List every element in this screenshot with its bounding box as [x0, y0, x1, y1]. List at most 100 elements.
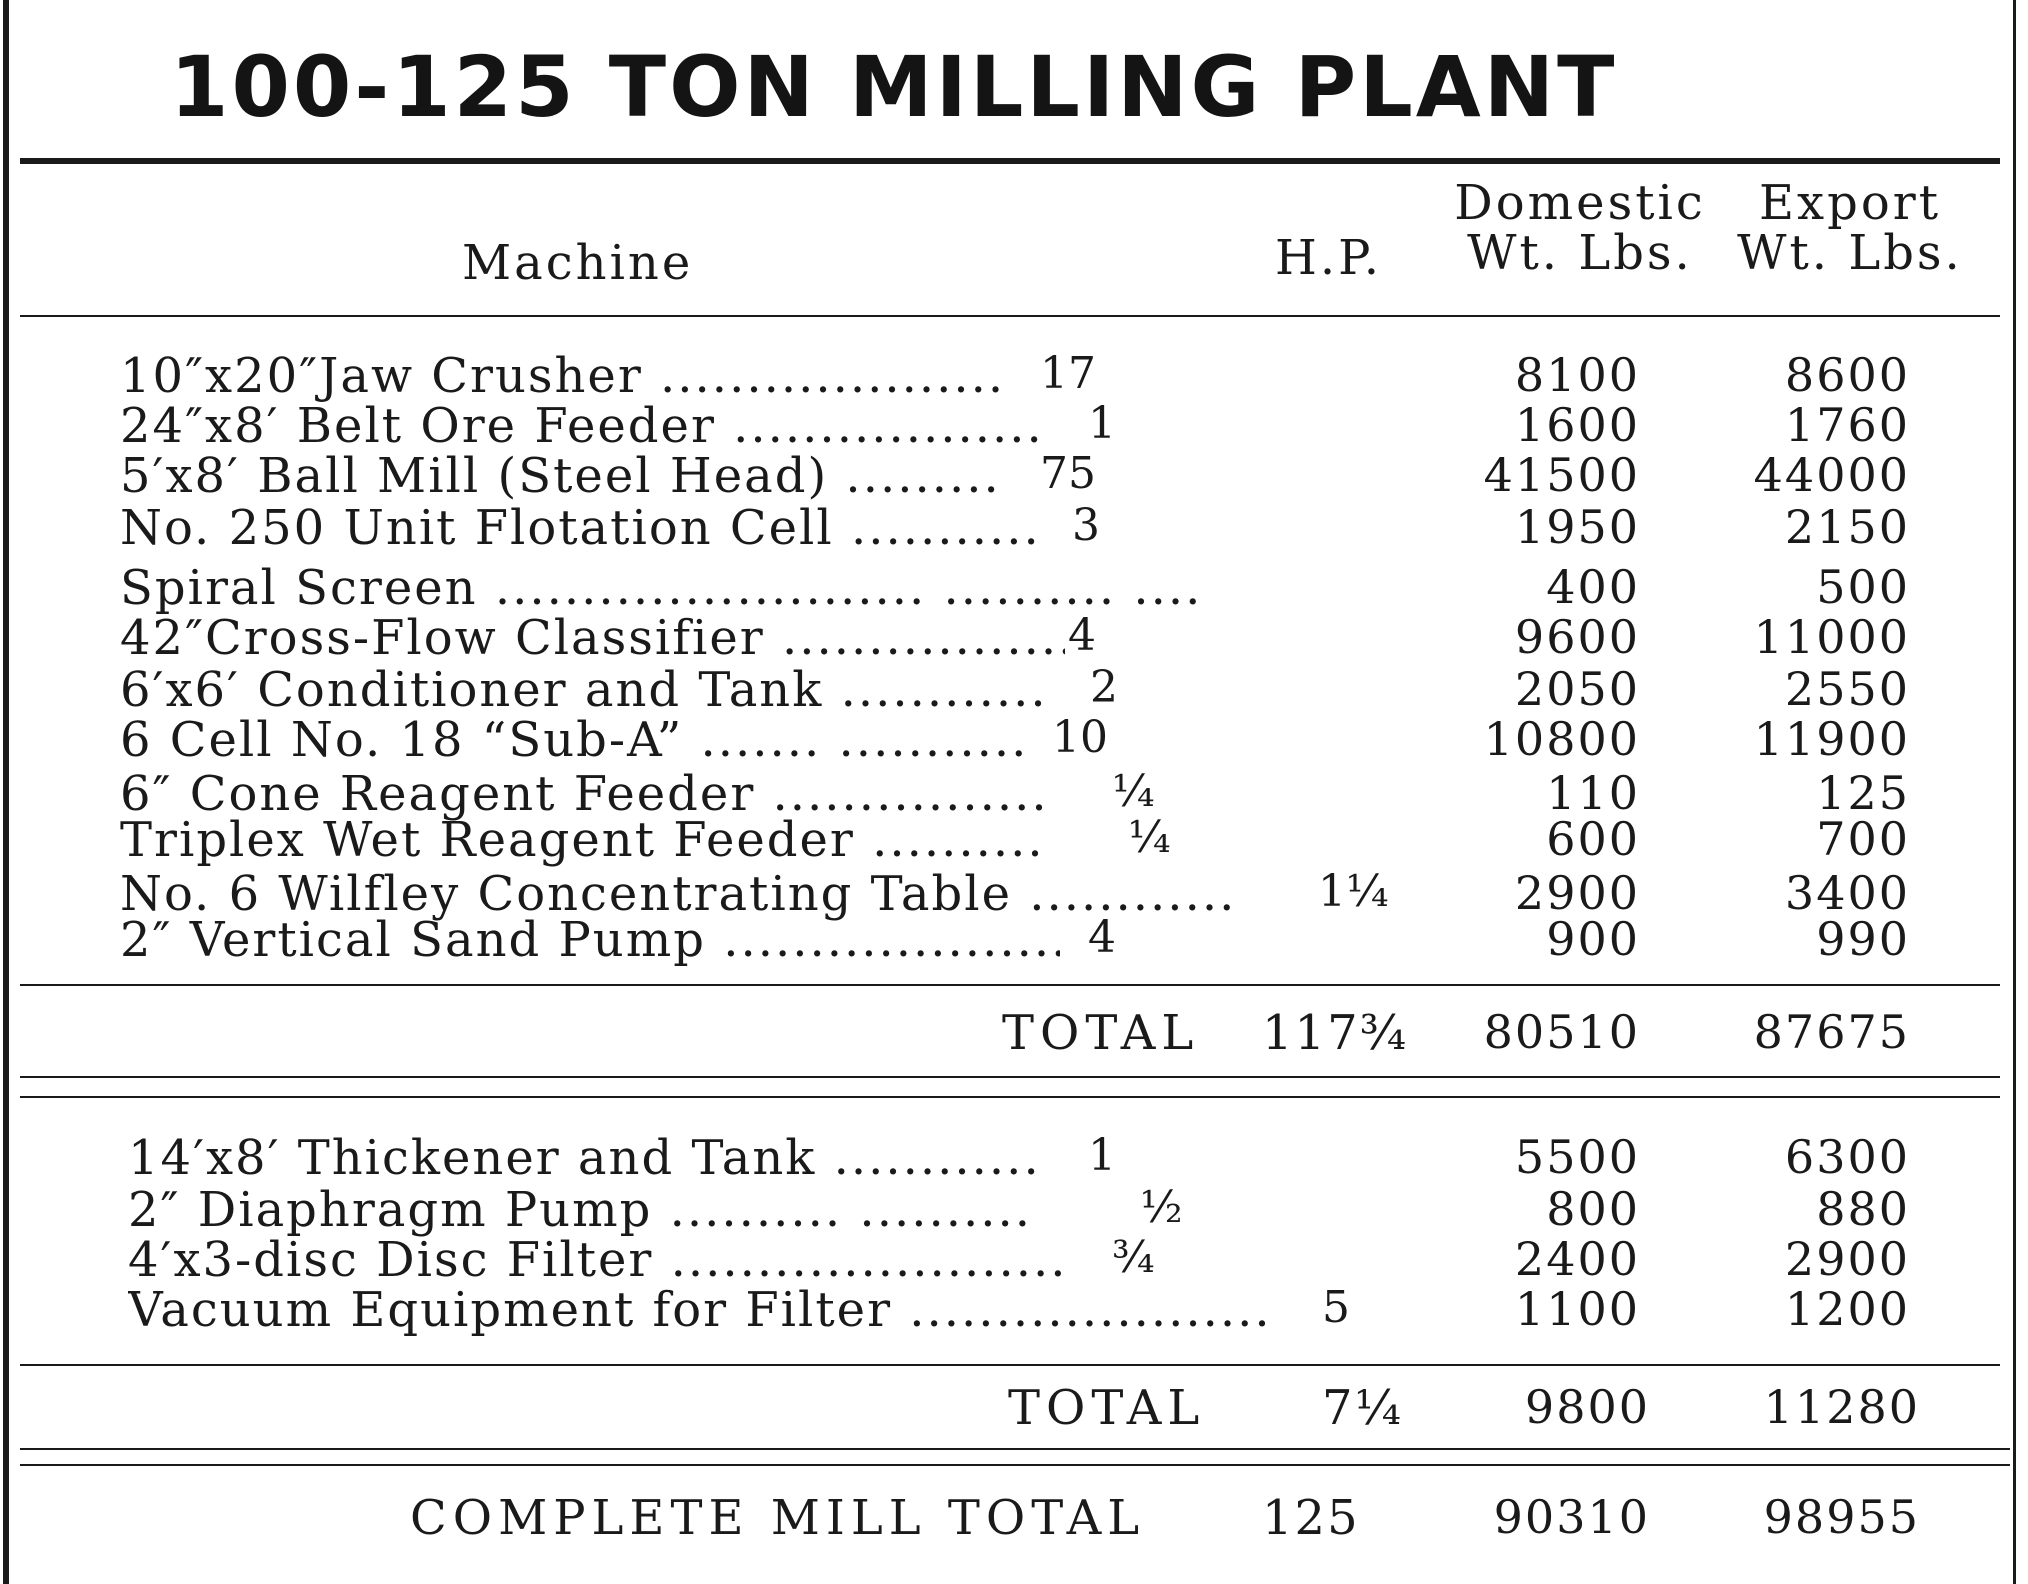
- domestic-weight: 2900: [1514, 866, 1640, 920]
- section-1-total-rule-bottom: [20, 1076, 2000, 1078]
- table-row: 5′x8′ Ball Mill (Steel Head) ......... 7…: [0, 448, 2028, 504]
- machine-hp: ¼: [1128, 812, 1171, 863]
- machine-name: 6″ Cone Reagent Feeder ................: [120, 766, 1049, 822]
- section-1-total-label: TOTAL: [1002, 1005, 1200, 1061]
- machine-name: 14′x8′ Thickener and Tank ............: [128, 1130, 1041, 1186]
- section-1-total-rule-top: [20, 984, 2000, 986]
- export-weight: 500: [1816, 560, 1910, 614]
- machine-name: Vacuum Equipment for Filter ............…: [128, 1282, 1272, 1338]
- page-right-border: [2013, 0, 2016, 1584]
- export-weight: 700: [1816, 812, 1910, 866]
- domestic-weight: 110: [1546, 766, 1640, 820]
- export-weight: 1760: [1784, 398, 1910, 452]
- table-row: Vacuum Equipment for Filter ............…: [0, 1282, 2028, 1338]
- export-weight: 1200: [1784, 1282, 1910, 1336]
- section-1-total-domestic: 80510: [1483, 1005, 1640, 1059]
- table-row: 6 Cell No. 18 “Sub-A” ....... ..........…: [0, 712, 2028, 768]
- domestic-weight: 8100: [1514, 348, 1640, 402]
- table-row: 6′x6′ Conditioner and Tank ............ …: [0, 662, 2028, 718]
- table-row: 6″ Cone Reagent Feeder ................ …: [0, 766, 2028, 822]
- page-left-border: [3, 0, 9, 1584]
- machine-hp: ¾: [1112, 1232, 1155, 1283]
- machine-hp: 4: [1068, 610, 1096, 661]
- domestic-weight: 41500: [1483, 448, 1640, 502]
- machine-name: 6 Cell No. 18 “Sub-A” ....... ..........…: [120, 712, 1029, 768]
- machine-name: 4′x3-disc Disc Filter ..................…: [128, 1232, 1068, 1288]
- export-weight: 6300: [1784, 1130, 1910, 1184]
- section-2-rule-top: [20, 1096, 2000, 1098]
- domestic-weight: 10800: [1483, 712, 1640, 766]
- table-row: No. 6 Wilfley Concentrating Table ......…: [0, 866, 2028, 922]
- grand-total-rule-1: [20, 1448, 2010, 1450]
- header-rule: [20, 315, 2000, 317]
- machine-hp: 3: [1072, 500, 1100, 551]
- grand-total-export: 98955: [1763, 1490, 1920, 1544]
- header-domestic-line2: Wt. Lbs.: [1467, 225, 1693, 281]
- export-weight: 880: [1816, 1182, 1910, 1236]
- machine-hp: 5: [1322, 1282, 1350, 1333]
- domestic-weight: 2400: [1514, 1232, 1640, 1286]
- table-row: Triplex Wet Reagent Feeder .......... ¼ …: [0, 812, 2028, 868]
- table-row: 42″Cross-Flow Classifier ...............…: [0, 610, 2028, 666]
- domestic-weight: 5500: [1514, 1130, 1640, 1184]
- machine-hp: 1: [1088, 1130, 1116, 1181]
- header-export-line1: Export: [1759, 175, 1941, 231]
- machine-name: 6′x6′ Conditioner and Tank ............: [120, 662, 1048, 718]
- export-weight: 125: [1816, 766, 1910, 820]
- machine-name: 42″Cross-Flow Classifier ...............…: [120, 610, 1065, 666]
- machine-name: No. 6 Wilfley Concentrating Table ......…: [120, 866, 1237, 922]
- domestic-weight: 400: [1546, 560, 1640, 614]
- table-row: 10″x20″Jaw Crusher .................... …: [0, 348, 2028, 404]
- header-domestic-line1: Domestic: [1454, 175, 1706, 231]
- export-weight: 3400: [1784, 866, 1910, 920]
- table-row: Spiral Screen ......................... …: [0, 560, 2028, 616]
- machine-name: 2″ Vertical Sand Pump ..................…: [120, 912, 1060, 968]
- domestic-weight: 900: [1546, 912, 1640, 966]
- domestic-weight: 800: [1546, 1182, 1640, 1236]
- grand-total-hp: 125: [1262, 1490, 1360, 1546]
- section-2-total-domestic: 9800: [1524, 1380, 1650, 1434]
- header-hp: H.P.: [1275, 230, 1382, 286]
- machine-hp: 10: [1052, 712, 1108, 763]
- machine-hp: 1: [1088, 398, 1116, 449]
- domestic-weight: 2050: [1514, 662, 1640, 716]
- domestic-weight: 9600: [1514, 610, 1640, 664]
- page-title: 100-125 TON MILLING PLANT: [170, 38, 1618, 136]
- machine-hp: ½: [1140, 1182, 1183, 1233]
- grand-total-rule-2: [20, 1464, 2010, 1466]
- machine-name: No. 250 Unit Flotation Cell ...........: [120, 500, 1041, 556]
- section-1-total-export: 87675: [1753, 1005, 1910, 1059]
- machine-name: 5′x8′ Ball Mill (Steel Head) .........: [120, 448, 1001, 504]
- table-row: No. 250 Unit Flotation Cell ........... …: [0, 500, 2028, 556]
- machine-hp: ¼: [1112, 766, 1155, 817]
- export-weight: 8600: [1784, 348, 1910, 402]
- header-export-line2: Wt. Lbs.: [1737, 225, 1963, 281]
- export-weight: 11000: [1753, 610, 1910, 664]
- section-1-total-hp: 117¾: [1262, 1005, 1409, 1061]
- table-row: 4′x3-disc Disc Filter ..................…: [0, 1232, 2028, 1288]
- header-machine: Machine: [462, 235, 694, 291]
- machine-hp: 4: [1088, 912, 1116, 963]
- section-2-total-label: TOTAL: [1008, 1380, 1206, 1436]
- grand-total-domestic: 90310: [1493, 1490, 1650, 1544]
- table-row: 14′x8′ Thickener and Tank ............ 1…: [0, 1130, 2028, 1186]
- table-row: 2″ Diaphragm Pump .......... .......... …: [0, 1182, 2028, 1238]
- export-weight: 2550: [1784, 662, 1910, 716]
- table-row: 24″x8′ Belt Ore Feeder .................…: [0, 398, 2028, 454]
- domestic-weight: 1100: [1514, 1282, 1640, 1336]
- machine-name: 10″x20″Jaw Crusher ....................: [120, 348, 1006, 404]
- domestic-weight: 1600: [1514, 398, 1640, 452]
- machine-hp: 1¼: [1318, 866, 1389, 917]
- machine-hp: 75: [1040, 448, 1096, 499]
- export-weight: 2900: [1784, 1232, 1910, 1286]
- export-weight: 990: [1816, 912, 1910, 966]
- machine-name: 24″x8′ Belt Ore Feeder .................…: [120, 398, 1044, 454]
- section-2-total-export: 11280: [1763, 1380, 1920, 1434]
- machine-name: Triplex Wet Reagent Feeder ..........: [120, 812, 1045, 868]
- export-weight: 44000: [1753, 448, 1910, 502]
- machine-hp: 2: [1090, 662, 1118, 713]
- title-rule: [20, 158, 2000, 164]
- export-weight: 11900: [1753, 712, 1910, 766]
- section-2-total-rule-top: [20, 1364, 2000, 1366]
